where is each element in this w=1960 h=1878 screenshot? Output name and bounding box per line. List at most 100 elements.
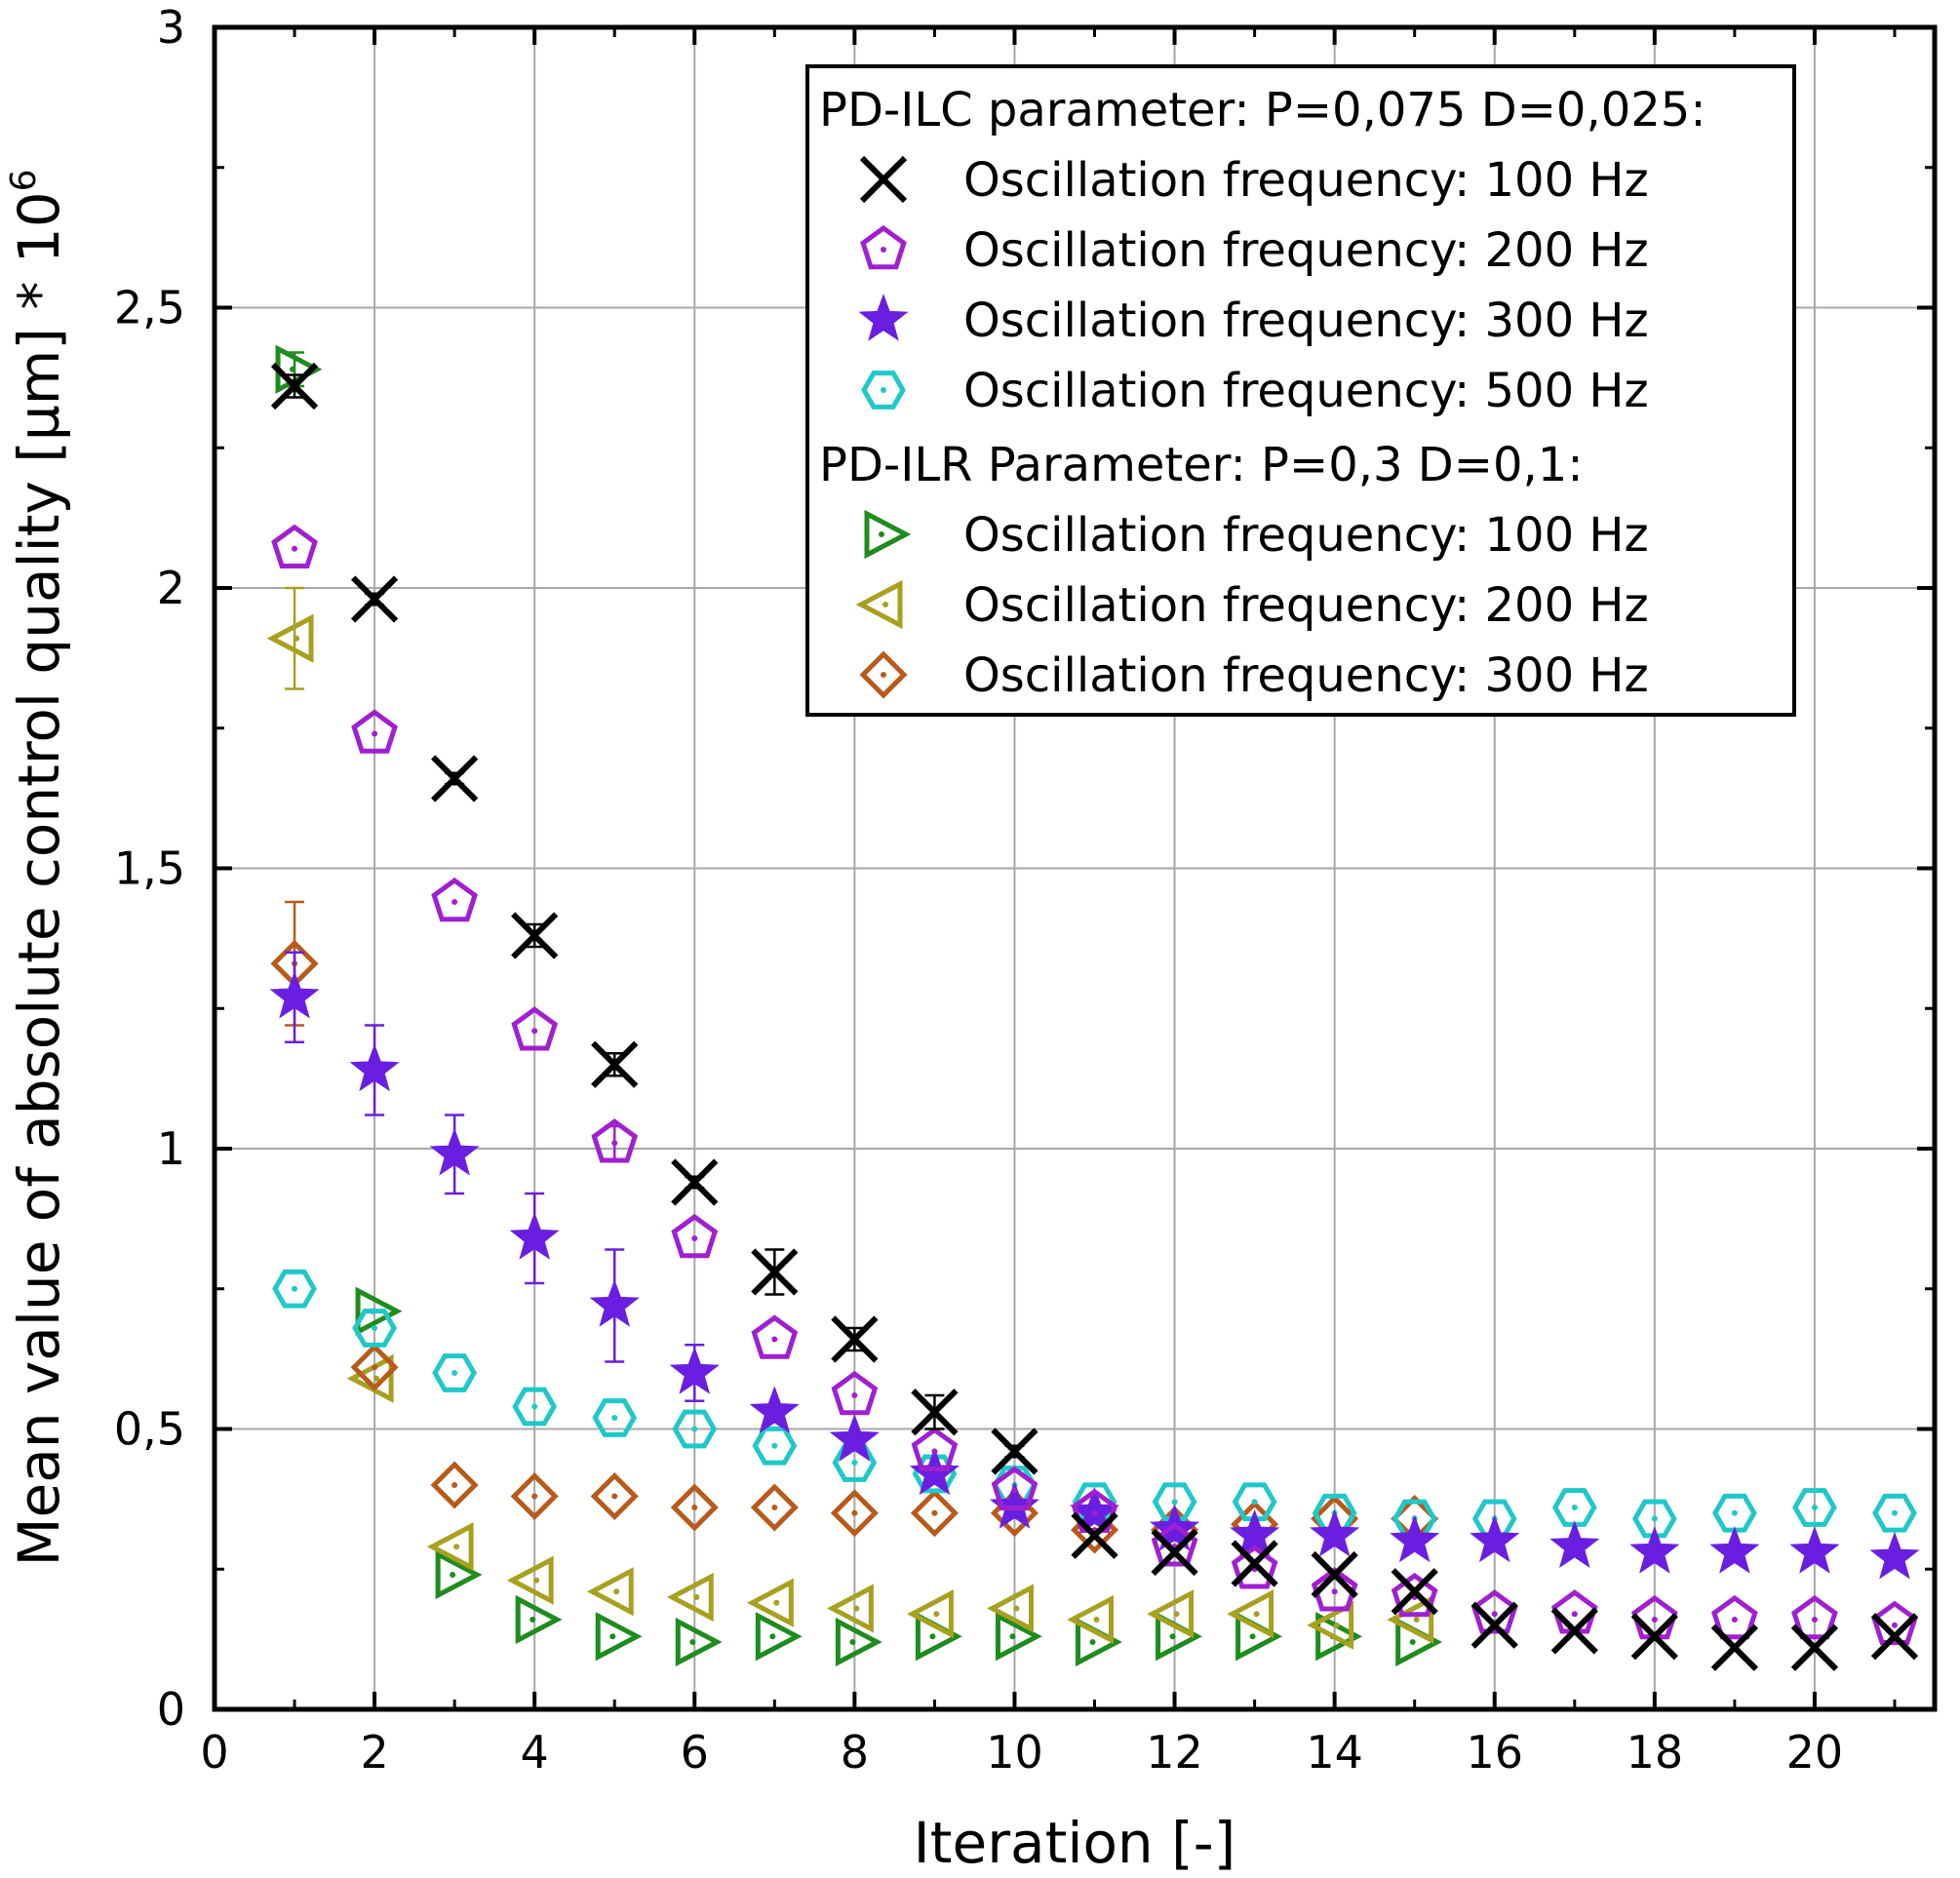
y-tick-label: 2,5	[114, 282, 185, 334]
data-point	[426, 1522, 474, 1572]
data-point	[907, 1589, 954, 1639]
x-tick-label: 8	[841, 1726, 869, 1779]
data-point	[1152, 1482, 1197, 1522]
data-point	[911, 1389, 959, 1436]
data-point	[831, 1370, 879, 1416]
data-point	[1470, 1514, 1520, 1563]
x-tick-label: 6	[681, 1726, 709, 1779]
data-point	[995, 1612, 1042, 1662]
data-point	[1550, 1607, 1598, 1655]
data-point	[435, 1549, 483, 1600]
data-point	[591, 1040, 639, 1088]
data-point	[1629, 1526, 1680, 1574]
data-point	[511, 912, 559, 959]
data-point	[752, 1426, 798, 1466]
data-point	[1711, 1493, 1757, 1533]
data-point	[991, 1466, 1039, 1511]
data-point	[755, 1612, 803, 1662]
legend-entry-label: Oscillation frequency: 100 Hz	[963, 508, 1649, 563]
data-point	[589, 1279, 640, 1327]
data-point	[1387, 1594, 1434, 1645]
data-point	[1470, 1601, 1518, 1649]
data-point	[271, 524, 318, 569]
data-point	[1310, 1508, 1360, 1557]
data-point	[1307, 1600, 1354, 1650]
data-point	[346, 1353, 394, 1403]
data-point	[826, 1584, 874, 1633]
data-point	[1147, 1589, 1195, 1639]
legend-group-title: PD-ILR Parameter: P=0,3 D=0,1:	[819, 438, 1584, 492]
y-tick-label: 2	[157, 562, 185, 614]
data-point	[1789, 1526, 1840, 1574]
data-point	[672, 1409, 718, 1449]
data-point	[350, 1343, 399, 1391]
x-tick-label: 20	[1786, 1726, 1844, 1779]
y-tick-label: 1	[157, 1122, 185, 1175]
data-point	[1550, 1589, 1598, 1634]
data-point	[1151, 1528, 1198, 1577]
data-point	[591, 1118, 639, 1163]
legend-marker	[864, 509, 912, 560]
y-tick-label: 1,5	[114, 842, 185, 895]
x-tick-label: 4	[521, 1726, 549, 1779]
data-point	[987, 1584, 1034, 1633]
data-point	[669, 1347, 720, 1394]
data-point	[266, 613, 314, 663]
data-point	[269, 970, 320, 1019]
data-point	[592, 1398, 638, 1437]
x-tick-label: 16	[1466, 1726, 1523, 1779]
data-point	[831, 1315, 879, 1363]
data-point	[1630, 1613, 1678, 1661]
data-point	[835, 1617, 882, 1667]
legend-entry-label: Oscillation frequency: 500 Hz	[963, 364, 1649, 418]
x-tick-label: 14	[1306, 1726, 1363, 1779]
data-point	[1709, 1526, 1760, 1574]
data-point	[1391, 1568, 1438, 1616]
data-point	[671, 1213, 719, 1259]
data-point	[666, 1572, 714, 1623]
y-tick-label: 3	[157, 1, 185, 54]
data-point	[1390, 1514, 1440, 1563]
data-point	[515, 1594, 563, 1645]
legend-marker	[858, 293, 909, 341]
data-point	[1711, 1594, 1758, 1640]
series-2	[269, 951, 1920, 1580]
data-point	[431, 755, 479, 802]
data-point	[909, 1447, 960, 1496]
legend-marker	[861, 371, 906, 410]
data-point	[272, 1269, 317, 1309]
legend-box	[805, 64, 1796, 717]
data-point	[1791, 1594, 1838, 1640]
data-point	[1710, 1624, 1759, 1671]
data-point	[352, 1309, 397, 1348]
data-point	[430, 1461, 479, 1509]
data-points	[266, 344, 1920, 1671]
data-point	[350, 575, 399, 623]
plot-frame	[212, 24, 1938, 1712]
data-point	[431, 877, 478, 922]
data-point	[590, 1471, 639, 1521]
data-point	[750, 1483, 799, 1532]
data-point	[1790, 1624, 1839, 1671]
data-point	[1872, 1493, 1917, 1533]
data-point	[751, 1248, 799, 1296]
legend-entry-label: Oscillation frequency: 100 Hz	[963, 153, 1649, 208]
data-point	[270, 362, 319, 411]
legend-marker	[855, 579, 903, 630]
data-point	[749, 1386, 800, 1434]
y-axis-title-main: Mean value of absolute control quality […	[6, 191, 72, 1566]
data-point	[1311, 1550, 1358, 1599]
data-point	[1549, 1520, 1600, 1569]
x-tick-label: 0	[200, 1726, 228, 1779]
data-point	[991, 1428, 1039, 1475]
data-point	[751, 1314, 799, 1359]
data-point	[746, 1578, 794, 1627]
data-point	[511, 1006, 559, 1051]
data-point	[595, 1612, 643, 1662]
x-axis-title: Iteration [-]	[914, 1810, 1236, 1876]
data-point	[911, 1427, 959, 1471]
data-point	[586, 1567, 634, 1617]
x-tick-label: 18	[1627, 1726, 1684, 1779]
data-point	[509, 1212, 560, 1260]
